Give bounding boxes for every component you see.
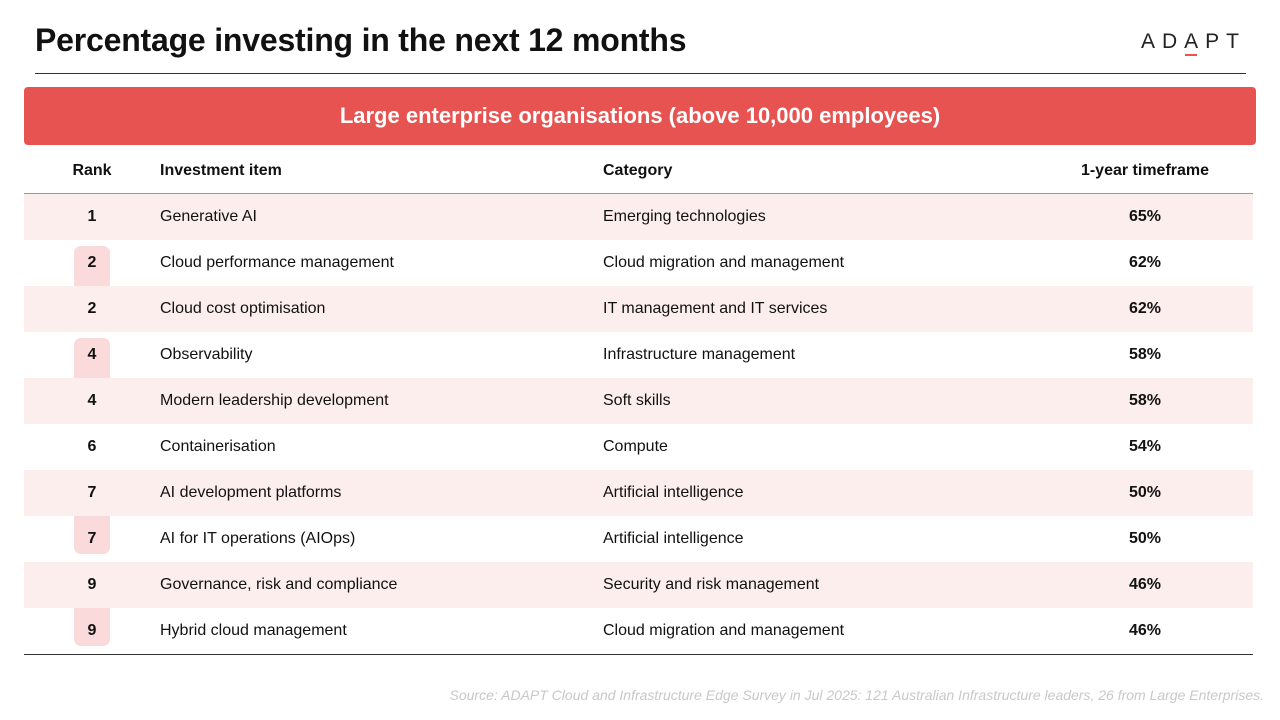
table-row: 7 AI for IT operations (AIOps) Artificia… [24,516,1253,562]
rank-cell: 2 [87,300,97,317]
section-banner: Large enterprise organisations (above 10… [24,87,1256,145]
table-row: 4 Observability Infrastructure managemen… [24,332,1253,378]
timeframe-cell: 65% [1128,208,1162,225]
category-cell: Security and risk management [603,576,820,593]
timeframe-cell: 62% [1128,300,1162,317]
timeframe-cell: 58% [1128,392,1162,409]
header-investment-item: Investment item [160,162,282,179]
investment-item-cell: Generative AI [160,208,257,225]
investment-item-cell: Hybrid cloud management [160,622,347,639]
logo-text-end: PT [1205,30,1246,53]
category-cell: Artificial intelligence [603,484,744,501]
timeframe-cell: 46% [1128,622,1162,639]
timeframe-cell: 54% [1128,438,1162,455]
category-cell: Compute [603,438,668,455]
category-cell: Cloud migration and management [603,254,845,271]
banner-title: Large enterprise organisations (above 10… [339,103,941,128]
table-row: 6 Containerisation Compute 54% [24,424,1253,470]
category-cell: Artificial intelligence [603,530,744,547]
timeframe-cell: 50% [1128,530,1162,547]
investment-item-cell: Containerisation [160,438,276,455]
header-category: Category [603,162,673,179]
table-body: 1 Generative AI Emerging technologies 65… [24,194,1253,654]
investment-item-cell: AI development platforms [160,484,342,501]
investment-item-cell: Observability [160,346,253,363]
category-cell: Emerging technologies [603,208,766,225]
timeframe-cell: 46% [1128,576,1162,593]
table-bottom-divider [24,654,1253,655]
category-cell: Cloud migration and management [603,622,845,639]
table-row: 2 Cloud performance management Cloud mig… [24,240,1253,286]
investment-item-cell: Modern leadership development [160,392,389,409]
page-title: Percentage investing in the next 12 mont… [35,22,687,58]
table-row: 4 Modern leadership development Soft ski… [24,378,1253,424]
source-note: Source: ADAPT Cloud and Infrastructure E… [449,687,1265,703]
investment-item-cell: AI for IT operations (AIOps) [160,530,356,547]
category-cell: IT management and IT services [603,300,828,317]
header-rank: Rank [72,162,112,179]
timeframe-cell: 58% [1128,346,1162,363]
rank-cell: 6 [87,438,97,455]
rank-cell: 7 [87,530,97,547]
table-row: 9 Governance, risk and compliance Securi… [24,562,1253,608]
table-row: 7 AI development platforms Artificial in… [24,470,1253,516]
timeframe-cell: 50% [1128,484,1162,501]
investment-item-cell: Cloud performance management [160,254,394,271]
adapt-logo: ADAPT [1140,30,1246,56]
rank-cell: 2 [87,254,97,271]
rank-cell: 4 [87,392,97,409]
logo-text-start: AD [1140,30,1185,53]
table-row: 1 Generative AI Emerging technologies 65… [24,194,1253,240]
table-header: Rank Investment item Category 1-year tim… [24,148,1253,194]
category-cell: Soft skills [603,392,671,409]
header-divider [35,73,1246,74]
table-row: 2 Cloud cost optimisation IT management … [24,286,1253,332]
rank-cell: 1 [87,208,97,225]
category-cell: Infrastructure management [603,346,796,363]
timeframe-cell: 62% [1128,254,1162,271]
rank-cell: 4 [87,346,97,363]
table-row: 9 Hybrid cloud management Cloud migratio… [24,608,1253,654]
investment-item-cell: Governance, risk and compliance [160,576,398,593]
header-timeframe: 1-year timeframe [1080,162,1210,179]
logo-accent-letter: A [1184,30,1206,56]
rank-cell: 9 [87,622,97,639]
investment-item-cell: Cloud cost optimisation [160,300,326,317]
rank-cell: 9 [87,576,97,593]
rank-cell: 7 [87,484,97,501]
